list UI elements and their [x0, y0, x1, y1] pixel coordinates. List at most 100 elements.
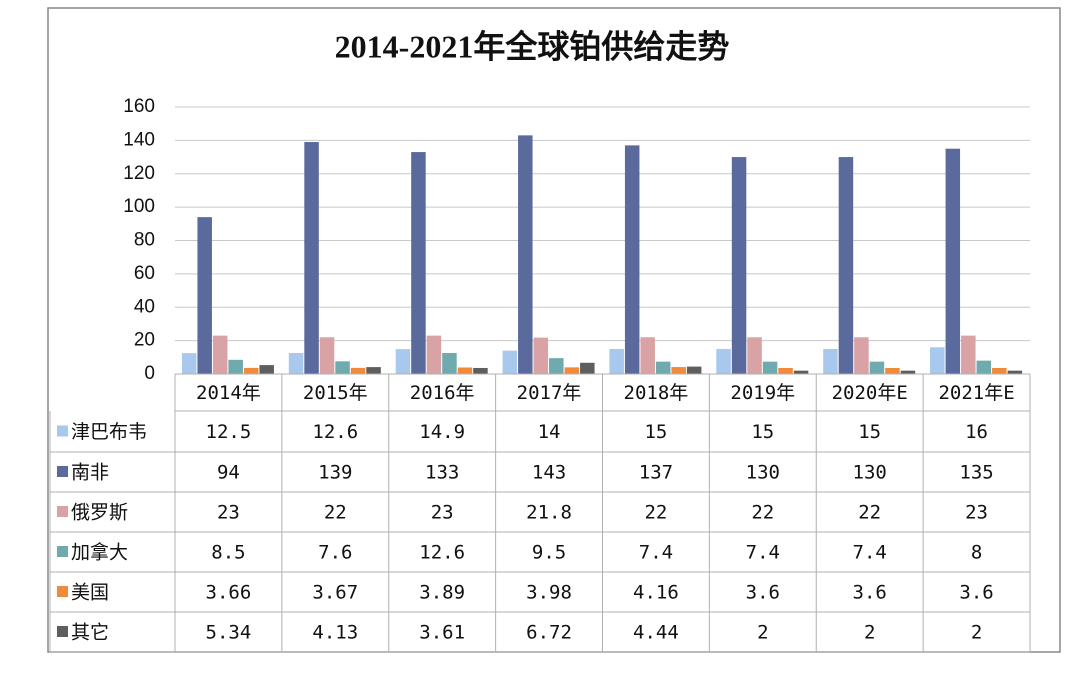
- table-value: 143: [532, 462, 566, 484]
- legend-key: [57, 626, 68, 637]
- table-value: 3.6: [959, 582, 993, 604]
- table-value: 12.5: [206, 421, 252, 443]
- bar: [304, 142, 319, 374]
- table-value: 22: [858, 502, 881, 524]
- table-value: 12.6: [419, 542, 465, 564]
- table-value: 3.6: [746, 582, 780, 604]
- bar: [945, 148, 961, 374]
- y-tick-label: 100: [123, 196, 155, 217]
- bar: [564, 367, 580, 374]
- bar: [823, 348, 838, 374]
- bar: [992, 367, 1007, 374]
- table-value: 7.4: [853, 542, 887, 564]
- table-value: 3.98: [526, 582, 572, 604]
- table-value: 3.67: [312, 582, 358, 604]
- legend-key: [57, 586, 68, 597]
- y-tick-label: 140: [123, 129, 155, 150]
- y-tick-label: 0: [144, 363, 155, 384]
- bar: [228, 359, 243, 374]
- bar: [1007, 370, 1023, 374]
- bar: [502, 350, 518, 374]
- x-tick-label: 2016年: [410, 382, 475, 404]
- table-value: 135: [959, 462, 993, 484]
- y-tick-label: 40: [134, 296, 155, 317]
- table-value: 4.13: [312, 622, 358, 644]
- bar: [885, 367, 900, 374]
- bar: [869, 361, 885, 374]
- y-tick-label: 80: [134, 230, 155, 251]
- bar: [335, 361, 350, 374]
- legend-label: 加拿大: [71, 541, 128, 564]
- bar: [426, 335, 442, 374]
- bar: [181, 353, 197, 374]
- bar: [580, 362, 595, 374]
- table-value: 23: [217, 502, 240, 524]
- table-value: 22: [751, 502, 774, 524]
- table-value: 4.16: [633, 582, 679, 604]
- table-value: 15: [858, 421, 881, 443]
- bar: [716, 348, 731, 374]
- bar: [624, 145, 640, 374]
- bar: [747, 337, 762, 374]
- bar: [243, 367, 259, 374]
- table-value: 4.44: [633, 622, 679, 644]
- table-value: 12.6: [312, 421, 358, 443]
- table-value: 15: [751, 421, 774, 443]
- table-value: 5.34: [206, 622, 252, 644]
- chart-frame: [47, 7, 1061, 653]
- table-value: 3.6: [853, 582, 887, 604]
- y-tick-label: 60: [134, 263, 155, 284]
- bar: [395, 349, 411, 374]
- bar: [731, 157, 747, 374]
- x-tick-label: 2020年E: [832, 382, 908, 404]
- table-value: 21.8: [526, 502, 572, 524]
- legend-key: [57, 466, 68, 477]
- table-value: 137: [639, 462, 673, 484]
- bar: [366, 367, 381, 374]
- table-value: 7.4: [639, 542, 673, 564]
- table-value: 130: [746, 462, 780, 484]
- table-value: 7.6: [318, 542, 352, 564]
- table-value: 133: [425, 462, 459, 484]
- x-tick-label: 2019年: [730, 382, 795, 404]
- x-tick-label: 2021年E: [938, 382, 1014, 404]
- table-value: 8.5: [211, 542, 245, 564]
- legend-label: 津巴布韦: [71, 421, 147, 443]
- legend-label: 俄罗斯: [71, 502, 128, 524]
- bar: [212, 335, 228, 374]
- table-value: 14: [538, 421, 561, 443]
- bar: [457, 367, 473, 374]
- bar: [350, 367, 366, 374]
- legend-key: [57, 506, 68, 517]
- bar: [976, 360, 992, 374]
- table-value: 3.66: [206, 582, 252, 604]
- table-value: 3.61: [419, 622, 465, 644]
- table-value: 2: [864, 622, 875, 644]
- y-tick-label: 160: [123, 96, 155, 117]
- bar: [442, 352, 457, 374]
- table-value: 94: [217, 462, 240, 484]
- bar: [549, 358, 564, 374]
- bar: [686, 366, 702, 374]
- table-value: 23: [965, 502, 988, 524]
- bar: [640, 337, 655, 374]
- x-tick-label: 2017年: [517, 382, 582, 404]
- legend-label: 其它: [71, 622, 109, 644]
- table-value: 8: [971, 542, 982, 564]
- bar: [319, 337, 335, 374]
- y-tick-label: 120: [123, 163, 155, 184]
- bar: [762, 361, 778, 374]
- table-value: 130: [853, 462, 887, 484]
- table-value: 14.9: [419, 421, 465, 443]
- bar: [671, 367, 686, 374]
- bar: [518, 135, 533, 374]
- bar: [900, 370, 916, 374]
- table-value: 15: [644, 421, 667, 443]
- legend-label: 南非: [71, 462, 109, 484]
- table-value: 23: [431, 502, 454, 524]
- table-value: 6.72: [526, 622, 572, 644]
- legend-key: [57, 546, 68, 557]
- chart-title: 2014-2021年全球铂供给走势: [335, 28, 730, 64]
- table-value: 22: [644, 502, 667, 524]
